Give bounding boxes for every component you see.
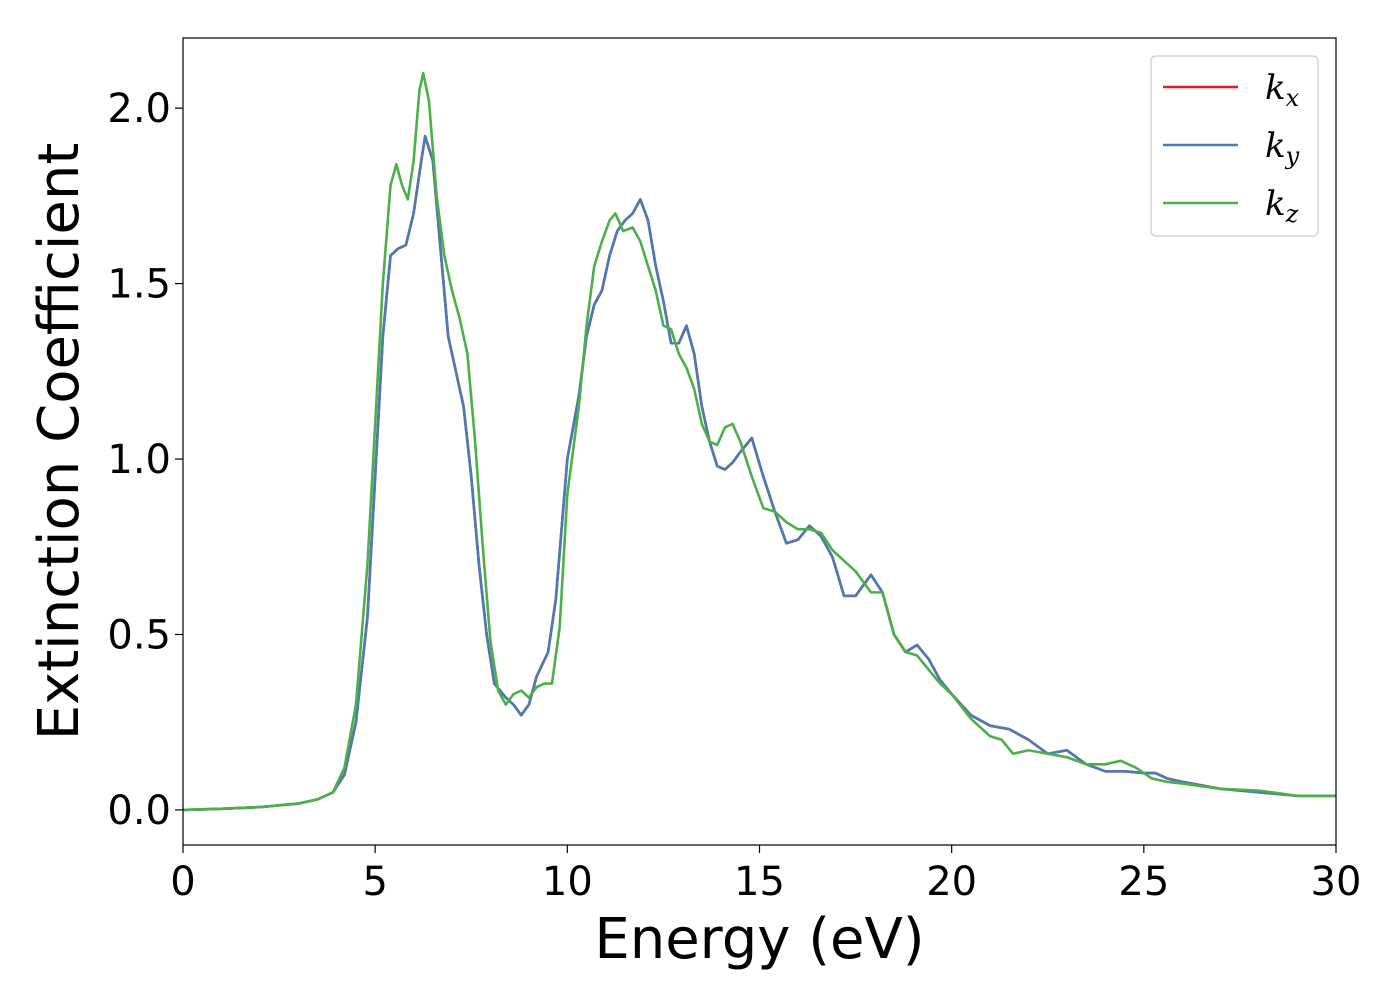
legend-label-kz: kz bbox=[1265, 184, 1299, 228]
y-tick-label: 2.0 bbox=[107, 86, 171, 132]
x-tick-label: 25 bbox=[1118, 859, 1169, 905]
x-tick-label: 20 bbox=[926, 859, 977, 905]
legend-label-kx: kx bbox=[1265, 68, 1300, 112]
y-tick-label: 1.0 bbox=[107, 437, 171, 483]
y-tick-label: 0.5 bbox=[107, 612, 171, 658]
y-axis-label: Extinction Coefficient bbox=[27, 143, 92, 741]
series-layer bbox=[183, 71, 1336, 812]
x-tick-label: 0 bbox=[170, 859, 195, 905]
x-axis-label: Energy (eV) bbox=[594, 907, 924, 972]
y-axis-ticks: 0.0 0.5 1.0 1.5 2.0 bbox=[107, 86, 183, 834]
series-line-ky bbox=[183, 134, 1336, 812]
x-tick-label: 30 bbox=[1311, 859, 1362, 905]
x-axis-ticks: 0 5 10 15 20 25 30 bbox=[170, 845, 1361, 905]
x-tick-label: 15 bbox=[734, 859, 785, 905]
legend-label-ky: ky bbox=[1265, 126, 1300, 170]
x-tick-label: 10 bbox=[542, 859, 593, 905]
x-tick-label: 5 bbox=[362, 859, 387, 905]
y-tick-label: 0.0 bbox=[107, 788, 171, 834]
y-tick-label: 1.5 bbox=[107, 262, 171, 308]
legend: kx ky kz bbox=[1150, 55, 1319, 237]
series-line-kz bbox=[183, 71, 1336, 812]
